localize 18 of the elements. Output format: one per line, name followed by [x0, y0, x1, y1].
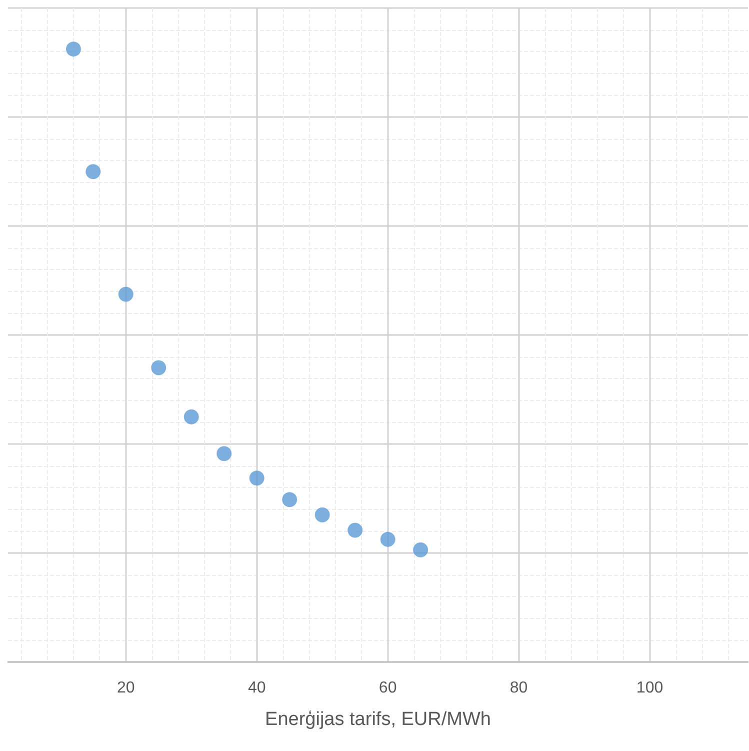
point [249, 470, 264, 486]
point [348, 522, 363, 538]
point [380, 532, 396, 547]
x-tick-label: 40 [248, 680, 266, 696]
x-tick-label: 100 [636, 680, 664, 696]
x-tick-label: 20 [116, 680, 135, 696]
point [216, 446, 232, 462]
point [118, 286, 134, 302]
x-axis-title: Enerģijas tarifs, EUR/MWh [265, 709, 491, 730]
point [151, 360, 166, 376]
x-tick-label: 60 [378, 680, 397, 696]
point [184, 409, 199, 424]
x-tick-label: 80 [510, 680, 528, 696]
point [314, 507, 330, 522]
point [413, 542, 428, 558]
point [282, 492, 298, 508]
point [86, 164, 101, 180]
point [66, 42, 81, 57]
